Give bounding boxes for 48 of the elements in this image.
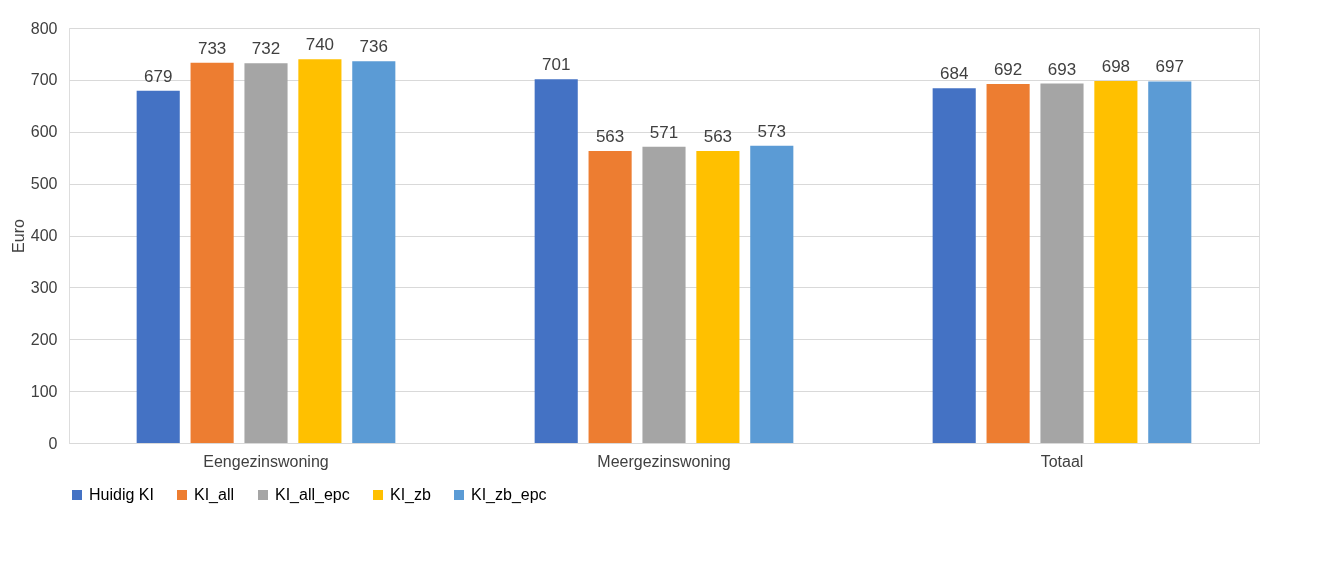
data-label: 563	[595, 126, 625, 146]
bar	[986, 84, 1030, 443]
legend-label: KI_zb_epc	[471, 486, 547, 504]
data-label: 563	[703, 126, 733, 146]
bar	[588, 150, 632, 443]
y-tick-label: 300	[30, 278, 58, 296]
bar	[352, 61, 396, 443]
legend-label: KI_all	[194, 486, 235, 504]
data-label: 740	[305, 35, 335, 55]
bar	[1148, 81, 1192, 443]
y-axis-title: Euro	[9, 219, 27, 253]
y-tick-label: 500	[30, 175, 58, 193]
bar	[932, 88, 976, 443]
bar	[750, 145, 794, 443]
data-label: 732	[251, 39, 281, 59]
y-tick-label: 0	[48, 434, 58, 452]
y-tick-label: 100	[30, 382, 58, 400]
y-tick-label: 700	[30, 71, 58, 89]
bar	[696, 150, 740, 443]
data-label: 697	[1155, 57, 1184, 77]
y-tick-label: 400	[30, 227, 58, 244]
y-tick-label: 800	[30, 19, 58, 37]
x-tick-label: Meergezinswoning	[597, 452, 731, 470]
bar	[1094, 80, 1138, 443]
data-label: 692	[993, 60, 1023, 80]
data-label: 701	[542, 55, 571, 75]
x-tick-label: Eengezinswoning	[203, 452, 329, 470]
data-label: 571	[649, 122, 679, 142]
data-label: 573	[757, 121, 786, 141]
bar	[642, 146, 686, 443]
bar	[244, 63, 288, 443]
bar	[1040, 83, 1084, 443]
data-label: 733	[197, 38, 227, 58]
x-tick-label: Totaal	[1040, 452, 1084, 470]
data-label: 698	[1101, 56, 1131, 76]
bar	[136, 90, 180, 443]
bar	[190, 62, 234, 443]
bar	[298, 59, 342, 443]
bar	[534, 79, 578, 443]
data-label: 736	[359, 37, 388, 57]
legend-label: KI_zb	[390, 486, 432, 504]
y-tick-label: 200	[30, 330, 58, 348]
data-label: 693	[1047, 59, 1077, 79]
data-label: 679	[144, 66, 173, 86]
legend-label: KI_all_epc	[275, 486, 350, 504]
data-label: 684	[940, 64, 969, 84]
y-tick-label: 600	[30, 123, 58, 141]
legend-label: Huidig KI	[89, 486, 154, 503]
